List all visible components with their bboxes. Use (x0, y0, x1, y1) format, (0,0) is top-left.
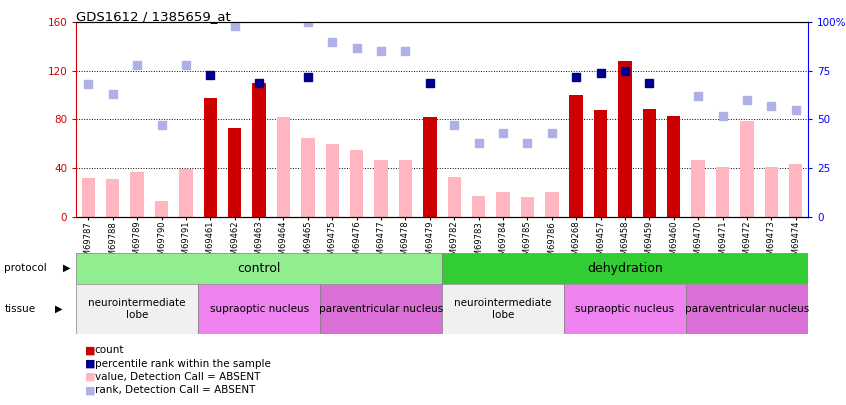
Bar (442, 253, 808, 284)
Bar (423, 117, 437, 217)
Bar (472, 196, 486, 217)
Bar (301, 138, 315, 217)
Text: percentile rank within the sample: percentile rank within the sample (95, 359, 271, 369)
Bar (594, 110, 607, 217)
Text: supraoptic nucleus: supraoptic nucleus (575, 304, 674, 314)
Bar (594, 110, 607, 217)
Bar (228, 128, 241, 217)
Text: ■: ■ (85, 372, 95, 382)
Bar (740, 121, 754, 217)
Bar (643, 109, 656, 217)
Bar (520, 197, 534, 217)
Bar (716, 167, 729, 217)
Bar (569, 95, 583, 217)
Text: control: control (238, 262, 281, 275)
Text: ■: ■ (85, 359, 95, 369)
Bar (643, 109, 656, 217)
Bar (76, 284, 198, 334)
Bar (564, 284, 686, 334)
Bar (618, 61, 632, 217)
Bar (130, 172, 144, 217)
Text: ▶: ▶ (55, 304, 63, 313)
Bar (569, 95, 583, 217)
Bar (398, 160, 412, 217)
Bar (545, 192, 558, 217)
Bar (326, 144, 339, 217)
Bar (155, 201, 168, 217)
Text: supraoptic nucleus: supraoptic nucleus (210, 304, 309, 314)
Text: paraventricular nucleus: paraventricular nucleus (319, 304, 443, 314)
Bar (789, 164, 803, 217)
Bar (76, 253, 442, 284)
Text: rank, Detection Call = ABSENT: rank, Detection Call = ABSENT (95, 386, 255, 395)
Bar (179, 169, 193, 217)
Bar (497, 192, 510, 217)
Text: tissue: tissue (4, 304, 36, 313)
Bar (204, 98, 217, 217)
Bar (228, 128, 241, 217)
Bar (691, 160, 705, 217)
Bar (320, 284, 442, 334)
Text: dehydration: dehydration (587, 262, 663, 275)
Text: paraventricular nucleus: paraventricular nucleus (684, 304, 809, 314)
Bar (252, 83, 266, 217)
Bar (204, 98, 217, 217)
Bar (81, 178, 95, 217)
Bar (686, 284, 808, 334)
Bar (277, 117, 290, 217)
Text: ▶: ▶ (63, 263, 71, 273)
Bar (350, 150, 364, 217)
Text: neurointermediate
lobe: neurointermediate lobe (88, 298, 186, 320)
Bar (106, 179, 119, 217)
Text: count: count (95, 345, 124, 355)
Text: value, Detection Call = ABSENT: value, Detection Call = ABSENT (95, 372, 260, 382)
Text: neurointermediate
lobe: neurointermediate lobe (454, 298, 552, 320)
Bar (618, 61, 632, 217)
Bar (667, 116, 680, 217)
Text: protocol: protocol (4, 263, 47, 273)
Bar (667, 116, 680, 217)
Text: ■: ■ (85, 386, 95, 395)
Bar (442, 284, 564, 334)
Bar (423, 117, 437, 217)
Text: GDS1612 / 1385659_at: GDS1612 / 1385659_at (76, 10, 231, 23)
Text: ■: ■ (85, 345, 95, 355)
Bar (765, 167, 778, 217)
Bar (198, 284, 320, 334)
Bar (448, 177, 461, 217)
Bar (252, 83, 266, 217)
Bar (374, 160, 387, 217)
